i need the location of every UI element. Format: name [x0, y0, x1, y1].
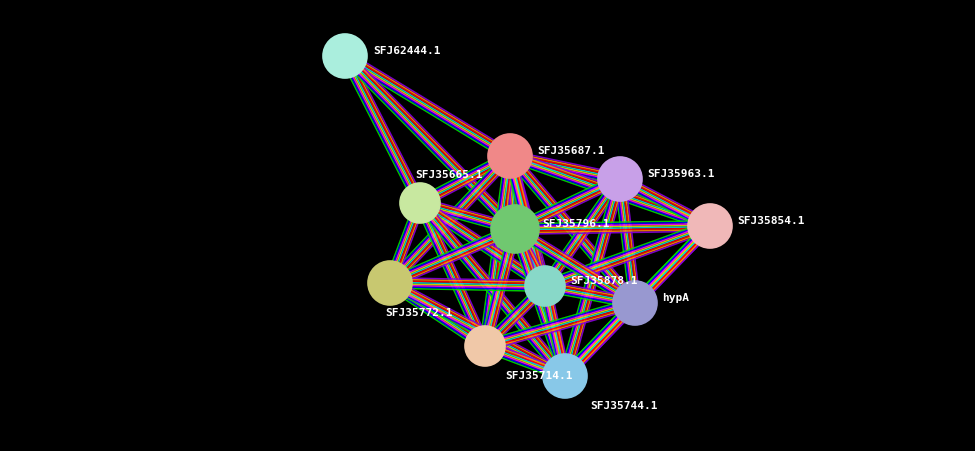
Text: SFJ35687.1: SFJ35687.1 — [537, 146, 604, 156]
Circle shape — [613, 281, 657, 325]
Circle shape — [368, 261, 412, 305]
Text: SFJ35963.1: SFJ35963.1 — [647, 169, 715, 179]
Circle shape — [465, 326, 505, 366]
Circle shape — [491, 205, 539, 253]
Circle shape — [323, 34, 367, 78]
Circle shape — [543, 354, 587, 398]
Circle shape — [598, 157, 642, 201]
Text: hypA: hypA — [662, 293, 689, 303]
Circle shape — [400, 183, 440, 223]
Circle shape — [525, 266, 565, 306]
Text: SFJ35714.1: SFJ35714.1 — [505, 371, 572, 381]
Circle shape — [488, 134, 532, 178]
Text: SFJ35772.1: SFJ35772.1 — [385, 308, 452, 318]
Text: SFJ35665.1: SFJ35665.1 — [415, 170, 483, 180]
Text: SFJ62444.1: SFJ62444.1 — [373, 46, 441, 56]
Text: SFJ35796.1: SFJ35796.1 — [542, 219, 609, 229]
Text: SFJ35744.1: SFJ35744.1 — [590, 401, 657, 411]
Circle shape — [688, 204, 732, 248]
Text: SFJ35854.1: SFJ35854.1 — [737, 216, 804, 226]
Text: SFJ35878.1: SFJ35878.1 — [570, 276, 638, 286]
